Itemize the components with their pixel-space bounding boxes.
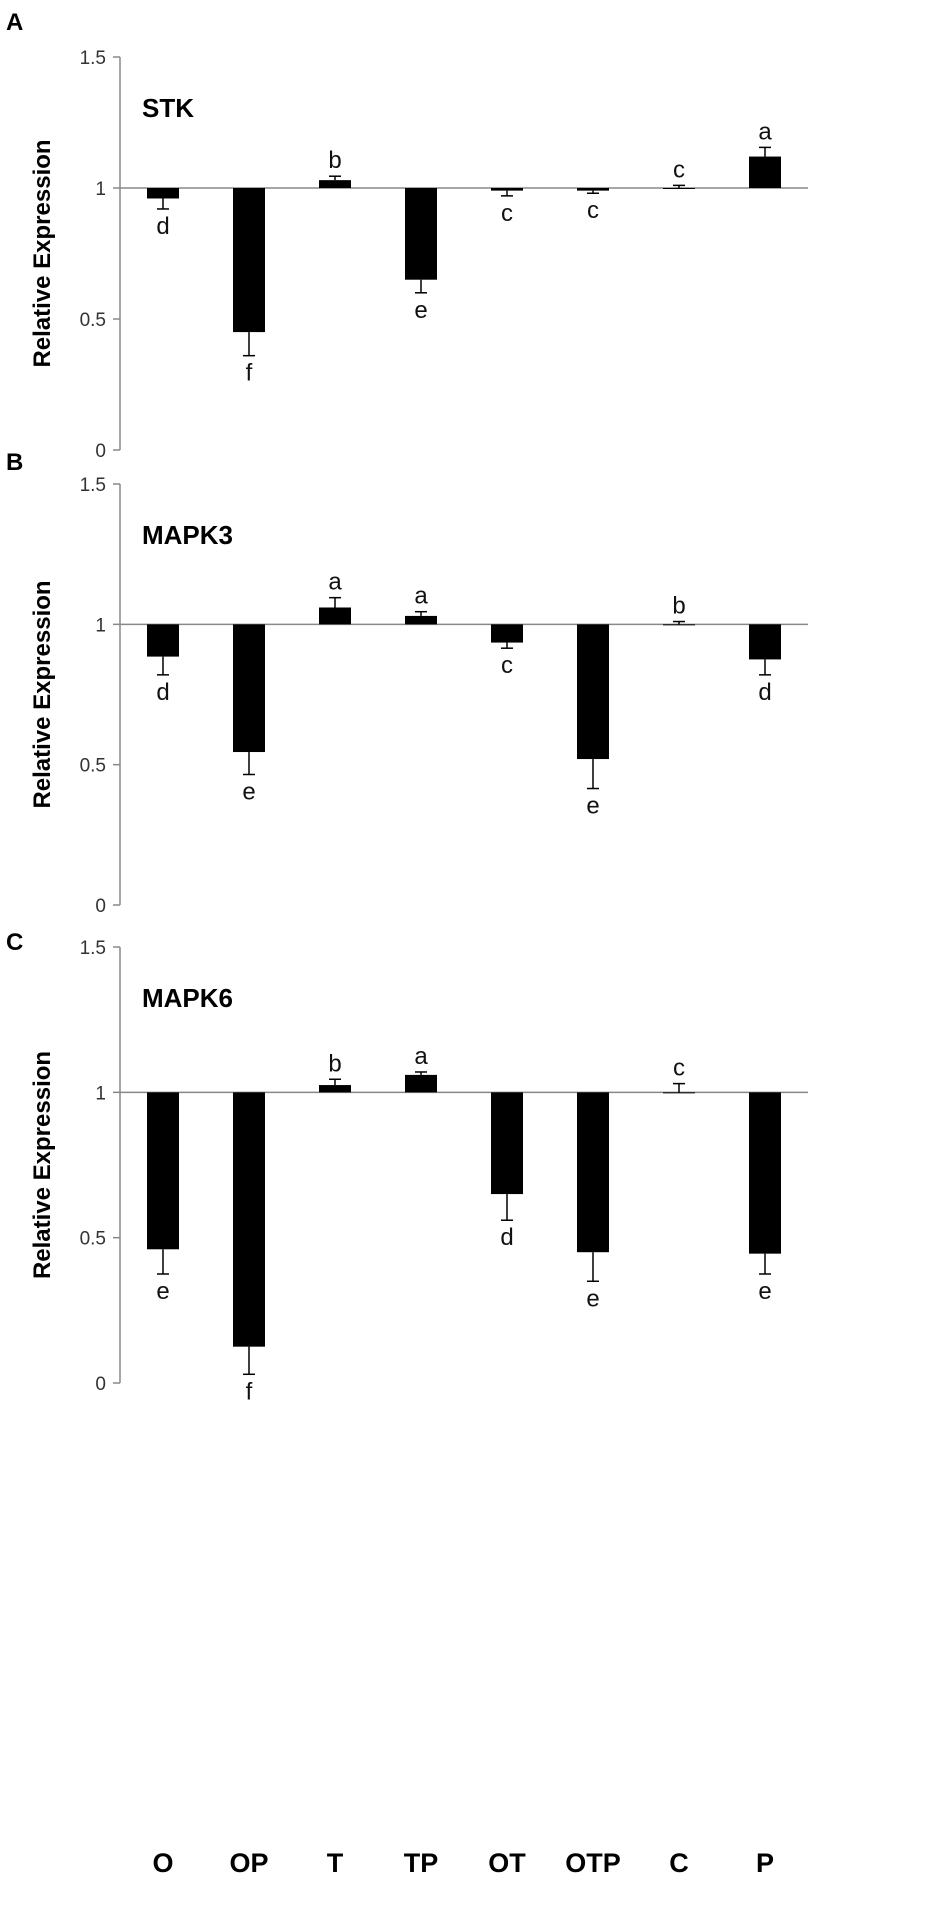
significance-letter: e <box>242 778 255 805</box>
y-tick-label: 0.5 <box>80 1229 106 1250</box>
bar-mapk6-op <box>233 1092 265 1347</box>
significance-letter: e <box>586 793 599 820</box>
significance-letter: c <box>501 652 513 679</box>
y-tick-label: 1.5 <box>80 475 106 496</box>
y-tick-label: 0 <box>95 1374 106 1395</box>
bar-mapk6-p <box>749 1092 781 1254</box>
y-tick-label: 1 <box>95 179 106 200</box>
significance-letter: f <box>246 360 253 387</box>
significance-letter: b <box>328 147 341 174</box>
bar-mapk3-p <box>749 624 781 660</box>
x-tick-label-t: T <box>327 1848 344 1878</box>
bar-mapk3-otp <box>577 624 609 760</box>
y-tick-label: 1 <box>95 615 106 636</box>
significance-letter: d <box>156 213 169 240</box>
y-tick-label: 1.5 <box>80 48 106 69</box>
y-axis-label: Relative Expression <box>29 580 56 808</box>
y-axis-label: Relative Expression <box>29 139 56 367</box>
significance-letter: b <box>672 593 685 620</box>
bar-mapk6-ot <box>491 1092 523 1195</box>
bar-stk-p <box>749 156 781 188</box>
bar-mapk3-tp <box>405 615 437 625</box>
panel-letter-b: B <box>6 449 23 476</box>
significance-letter: e <box>758 1278 771 1305</box>
bar-mapk3-op <box>233 624 265 753</box>
significance-letter: d <box>758 679 771 706</box>
x-tick-label-op: OP <box>229 1848 268 1878</box>
significance-letter: c <box>587 197 599 224</box>
significance-letter: c <box>673 156 685 183</box>
significance-letter: b <box>328 1050 341 1077</box>
bar-stk-ot <box>491 188 523 191</box>
y-tick-label: 0 <box>95 441 106 462</box>
x-tick-label-ot: OT <box>488 1848 526 1878</box>
y-tick-label: 0 <box>95 896 106 917</box>
y-tick-label: 0.5 <box>80 756 106 777</box>
bar-mapk6-o <box>147 1092 179 1250</box>
bar-stk-tp <box>405 188 437 280</box>
significance-letter: c <box>501 200 513 227</box>
bar-mapk6-tp <box>405 1074 437 1093</box>
bar-mapk3-o <box>147 624 179 657</box>
y-tick-label: 1.5 <box>80 938 106 959</box>
panel-title-mapk6: MAPK6 <box>142 983 233 1013</box>
significance-letter: e <box>414 297 427 324</box>
bar-mapk6-otp <box>577 1092 609 1253</box>
significance-letter: d <box>156 679 169 706</box>
bar-mapk6-t <box>319 1085 351 1093</box>
bar-stk-c <box>663 188 695 189</box>
x-tick-label-o: O <box>152 1848 173 1878</box>
significance-letter: d <box>500 1224 513 1251</box>
x-tick-label-otp: OTP <box>565 1848 621 1878</box>
x-tick-label-tp: TP <box>404 1848 439 1878</box>
significance-letter: f <box>246 1378 253 1405</box>
bar-stk-otp <box>577 188 609 191</box>
x-tick-label-c: C <box>669 1848 689 1878</box>
y-tick-label: 0.5 <box>80 310 106 331</box>
panel-letter-a: A <box>6 9 23 36</box>
bar-stk-t <box>319 180 351 188</box>
bar-mapk3-ot <box>491 624 523 643</box>
significance-letter: e <box>586 1285 599 1312</box>
significance-letter: a <box>758 118 772 145</box>
significance-letter: a <box>328 569 342 596</box>
bar-mapk3-c <box>663 624 695 626</box>
x-tick-label-p: P <box>756 1848 774 1878</box>
panel-letter-c: C <box>6 929 23 956</box>
panel-title-stk: STK <box>142 93 194 123</box>
bar-mapk3-t <box>319 607 351 625</box>
y-tick-label: 1 <box>95 1083 106 1104</box>
bar-stk-op <box>233 188 265 333</box>
significance-letter: a <box>414 583 428 610</box>
bar-stk-o <box>147 188 179 199</box>
significance-letter: c <box>673 1055 685 1082</box>
significance-letter: a <box>414 1043 428 1070</box>
significance-letter: e <box>156 1278 169 1305</box>
bar-mapk6-c <box>663 1092 695 1094</box>
panel-title-mapk3: MAPK3 <box>142 520 233 550</box>
y-axis-label: Relative Expression <box>29 1051 56 1279</box>
